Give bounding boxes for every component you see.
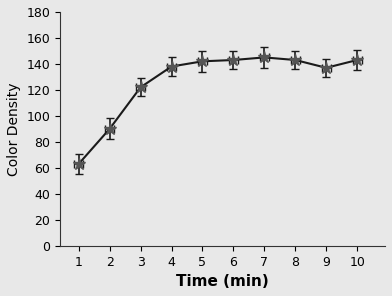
Y-axis label: Color Density: Color Density: [7, 82, 21, 176]
X-axis label: Time (min): Time (min): [176, 274, 269, 289]
